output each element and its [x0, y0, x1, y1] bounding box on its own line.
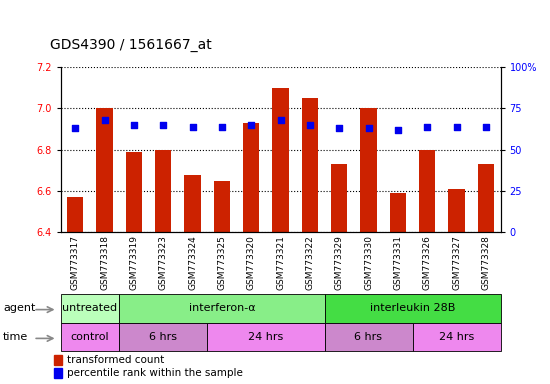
- Bar: [54, 355, 62, 366]
- Bar: [478, 164, 494, 232]
- Point: [129, 122, 138, 128]
- Text: 24 hrs: 24 hrs: [439, 332, 474, 342]
- Bar: [155, 150, 171, 232]
- Text: control: control: [70, 332, 109, 342]
- Bar: [272, 88, 289, 232]
- Text: 6 hrs: 6 hrs: [149, 332, 177, 342]
- Bar: [302, 98, 318, 232]
- Bar: [60, 294, 119, 323]
- Text: interleukin 28B: interleukin 28B: [370, 303, 455, 313]
- Bar: [390, 193, 406, 232]
- Bar: [60, 323, 119, 351]
- Text: 24 hrs: 24 hrs: [248, 332, 283, 342]
- Point: [276, 117, 285, 123]
- Text: percentile rank within the sample: percentile rank within the sample: [67, 368, 243, 378]
- Point: [481, 124, 490, 130]
- Bar: [419, 150, 435, 232]
- Point: [423, 124, 432, 130]
- Point: [364, 125, 373, 131]
- Bar: [207, 323, 324, 351]
- Text: time: time: [3, 332, 28, 342]
- Bar: [214, 181, 230, 232]
- Text: interferon-α: interferon-α: [189, 303, 255, 313]
- Text: agent: agent: [3, 303, 35, 313]
- Bar: [119, 294, 324, 323]
- Bar: [324, 323, 412, 351]
- Bar: [448, 189, 465, 232]
- Text: GDS4390 / 1561667_at: GDS4390 / 1561667_at: [50, 38, 211, 52]
- Text: transformed count: transformed count: [67, 355, 164, 365]
- Point: [100, 117, 109, 123]
- Text: 6 hrs: 6 hrs: [355, 332, 382, 342]
- Point: [247, 122, 256, 128]
- Bar: [412, 323, 500, 351]
- Bar: [67, 197, 83, 232]
- Bar: [324, 294, 500, 323]
- Text: untreated: untreated: [62, 303, 117, 313]
- Point: [217, 124, 226, 130]
- Bar: [54, 368, 62, 378]
- Bar: [360, 108, 377, 232]
- Bar: [126, 152, 142, 232]
- Point: [393, 127, 402, 133]
- Bar: [184, 174, 201, 232]
- Point: [188, 124, 197, 130]
- Point: [305, 122, 314, 128]
- Bar: [119, 323, 207, 351]
- Point: [159, 122, 168, 128]
- Bar: [96, 108, 113, 232]
- Bar: [331, 164, 347, 232]
- Point: [335, 125, 344, 131]
- Point: [71, 125, 80, 131]
- Bar: [243, 123, 259, 232]
- Point: [452, 124, 461, 130]
